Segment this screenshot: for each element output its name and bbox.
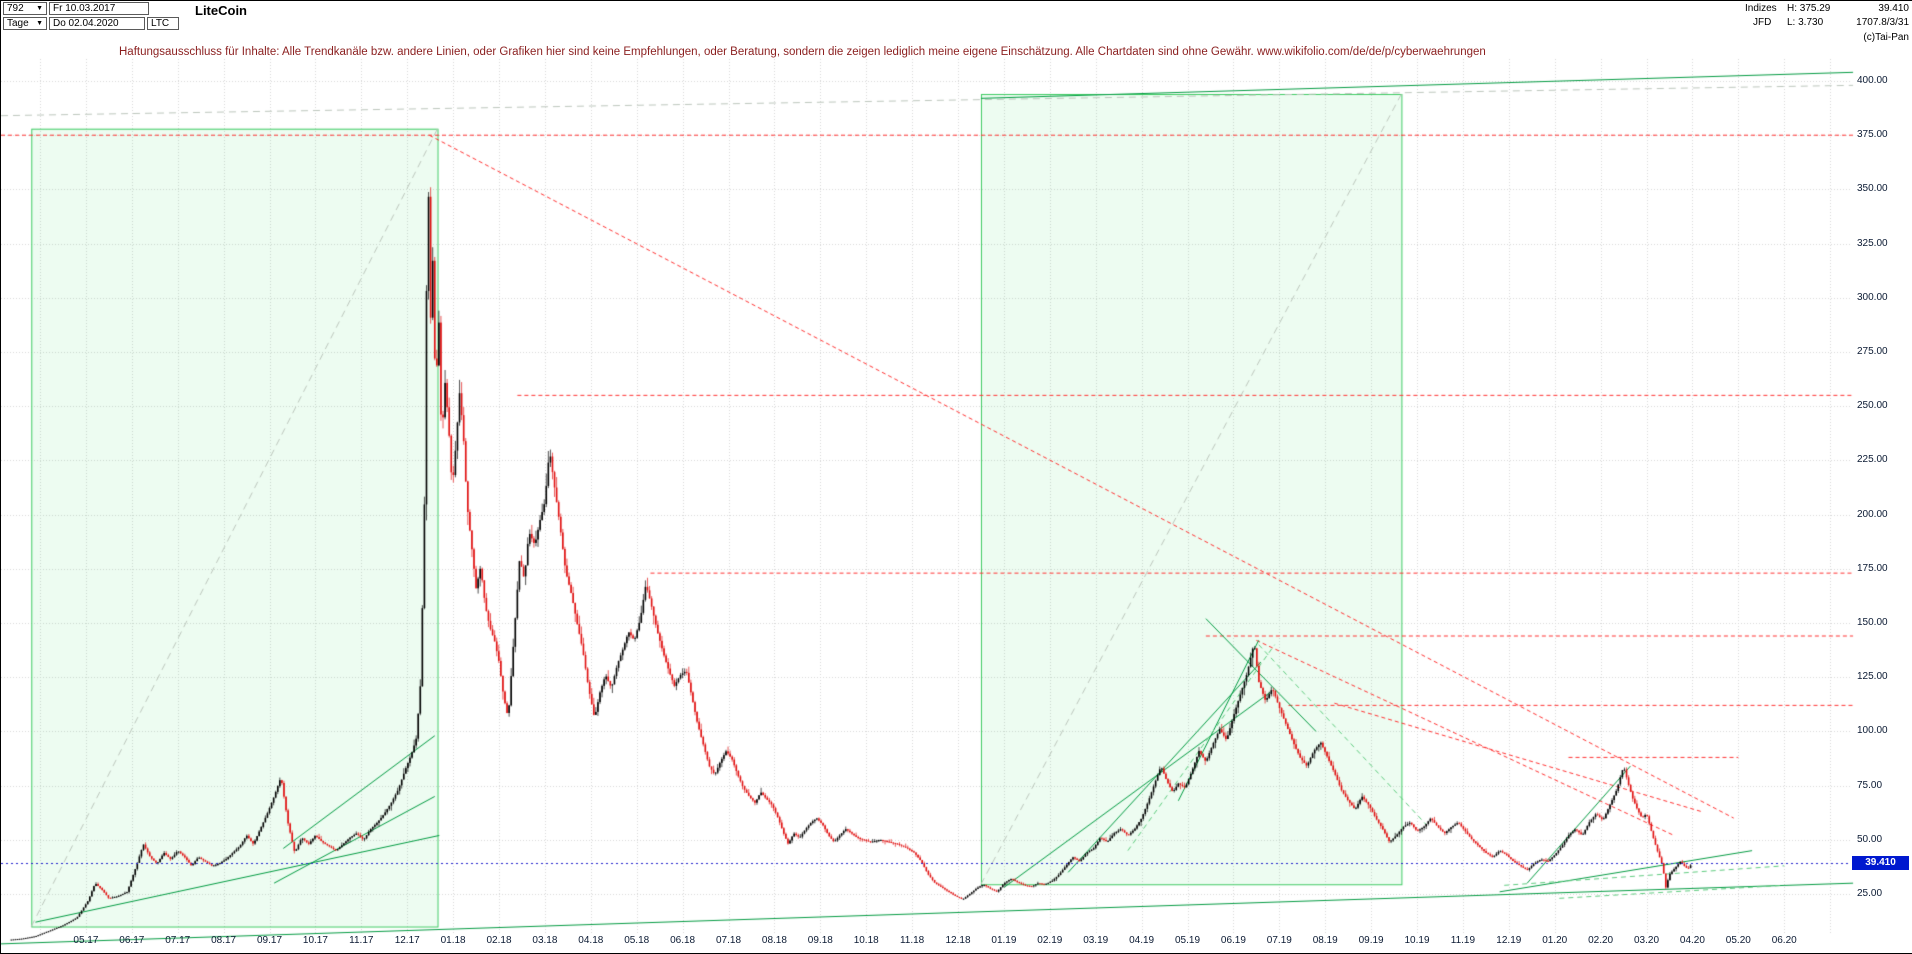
y-axis-label: 75.00 [1857, 779, 1883, 791]
y-axis-label: 350.00 [1857, 183, 1888, 195]
symbol-field[interactable]: LTC [147, 17, 179, 30]
disclaimer-text: Haftungsausschluss für Inhalte: Alle Tre… [119, 46, 1486, 58]
indices-label: Indizes [1745, 3, 1777, 14]
bar-count-dropdown[interactable]: 792 ▼ [3, 2, 47, 15]
x-axis-label: 11.18 [899, 935, 925, 946]
chevron-down-icon: ▼ [36, 5, 43, 12]
x-axis-label: 04.18 [578, 935, 604, 946]
y-axis-label: 375.00 [1857, 129, 1888, 141]
y-axis-label: 50.00 [1857, 833, 1883, 845]
extra-value: 1707.8/3/31 [1856, 17, 1909, 28]
x-axis-label: 09.17 [256, 935, 283, 946]
x-axis-label: 10.17 [302, 935, 328, 946]
y-axis-label: 150.00 [1857, 617, 1888, 628]
x-axis-label: 06.17 [119, 935, 145, 946]
date-from-value: Fr 10.03.2017 [53, 3, 116, 14]
low-value: L: 3.730 [1787, 17, 1824, 28]
y-axis-label: 225.00 [1857, 454, 1888, 466]
x-axis-label: 08.18 [761, 935, 787, 946]
x-axis-label: 06.18 [670, 935, 696, 946]
y-axis-label: 250.00 [1857, 400, 1888, 412]
date-from-field[interactable]: Fr 10.03.2017 [49, 2, 149, 15]
copyright-label: (c)Tai-Pan [1863, 32, 1909, 43]
date-to-value: Do 02.04.2020 [53, 18, 119, 29]
x-axis-label: 07.18 [715, 935, 742, 946]
x-axis-label: 04.20 [1679, 935, 1705, 946]
timeframe-dropdown[interactable]: Tage ▼ [3, 17, 47, 30]
chevron-down-icon: ▼ [36, 20, 43, 27]
y-axis-label: 400.00 [1857, 75, 1888, 86]
x-axis-label: 09.19 [1358, 935, 1384, 946]
y-axis-label: 325.00 [1857, 237, 1888, 249]
x-axis-label: 07.19 [1266, 935, 1292, 946]
provider-label: JFD [1753, 17, 1772, 28]
x-axis-label: 08.19 [1312, 935, 1338, 946]
timeframe-value: Tage [7, 18, 29, 29]
date-to-field[interactable]: Do 02.04.2020 [49, 17, 145, 30]
x-axis-label: 01.19 [991, 935, 1017, 946]
x-axis-label: 02.18 [486, 935, 512, 946]
x-axis-label: 05.18 [624, 935, 650, 946]
x-axis-label: 03.18 [532, 935, 558, 946]
instrument-title: LiteCoin [195, 3, 247, 18]
x-axis-label: 02.20 [1588, 935, 1614, 946]
x-axis-label: 05.20 [1725, 935, 1751, 946]
x-axis-label: 12.17 [394, 935, 420, 946]
last-price-tag: 39.410 [1852, 855, 1909, 870]
symbol-value: LTC [151, 18, 170, 29]
y-axis-label: 125.00 [1857, 671, 1888, 683]
y-axis-label: 200.00 [1857, 508, 1888, 520]
x-axis-label: 07.17 [165, 935, 191, 946]
high-value: H: 375.29 [1787, 3, 1831, 14]
x-axis-label: 12.18 [945, 935, 971, 946]
x-axis-label: 08.17 [211, 935, 237, 946]
y-axis-label: 100.00 [1857, 725, 1888, 737]
x-axis-label: 05.17 [73, 935, 99, 946]
x-axis-label: 05.19 [1174, 935, 1201, 946]
y-axis-label: 300.00 [1857, 291, 1888, 303]
bar-count-value: 792 [7, 3, 24, 14]
y-axis-label: 175.00 [1857, 562, 1888, 574]
x-axis-label: 01.20 [1542, 935, 1568, 946]
y-axis-label: 275.00 [1857, 346, 1888, 357]
x-axis-label: 02.19 [1037, 935, 1063, 946]
x-axis-label: 10.19 [1404, 935, 1430, 946]
x-axis-label: 03.20 [1633, 935, 1660, 946]
last-value: 39.410 [1878, 3, 1909, 14]
x-axis-label: 10.18 [853, 935, 879, 946]
x-axis-label: 01.18 [440, 935, 466, 946]
y-axis-label: 25.00 [1857, 888, 1883, 899]
x-axis-label: 12.19 [1496, 935, 1522, 946]
x-axis-label: 11.17 [349, 935, 374, 946]
x-axis-label: 06.19 [1220, 935, 1246, 946]
x-axis-label: 06.20 [1771, 935, 1797, 946]
x-axis-label: 09.18 [807, 935, 833, 946]
x-axis-label: 04.19 [1129, 935, 1155, 946]
x-axis-label: 03.19 [1083, 935, 1109, 946]
x-axis-label: 11.19 [1450, 935, 1476, 946]
